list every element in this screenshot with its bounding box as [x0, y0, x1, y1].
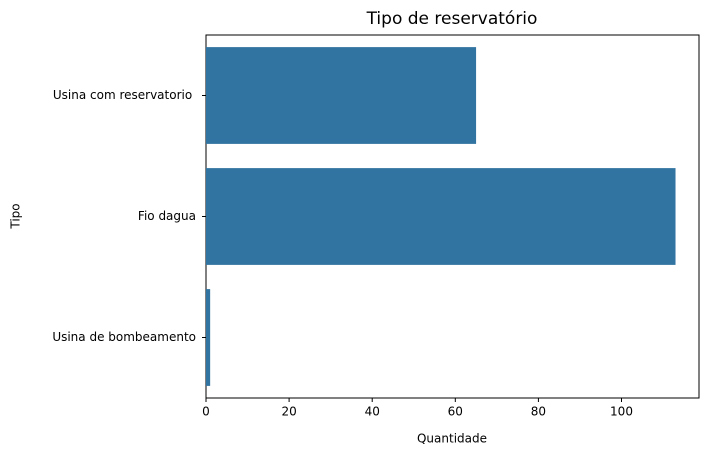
bar — [206, 47, 477, 144]
x-tick-label: 0 — [202, 405, 210, 419]
y-axis-label: Tipo — [9, 203, 23, 229]
x-tick-label: 20 — [281, 405, 296, 419]
x-axis-label: Quantidade — [417, 432, 487, 446]
bar — [206, 289, 211, 386]
y-tick-label: Usina de bombeamento — [52, 330, 196, 344]
x-tick-label: 80 — [531, 405, 546, 419]
x-tick-label: 60 — [448, 405, 463, 419]
x-tick-label: 100 — [610, 405, 633, 419]
x-tick-label: 40 — [365, 405, 380, 419]
bar — [206, 168, 676, 265]
chart-title: Tipo de reservatório — [366, 9, 538, 29]
y-tick-label: Usina com reservatorio — [53, 88, 196, 102]
y-tick-label: Fio dagua — [138, 209, 196, 223]
